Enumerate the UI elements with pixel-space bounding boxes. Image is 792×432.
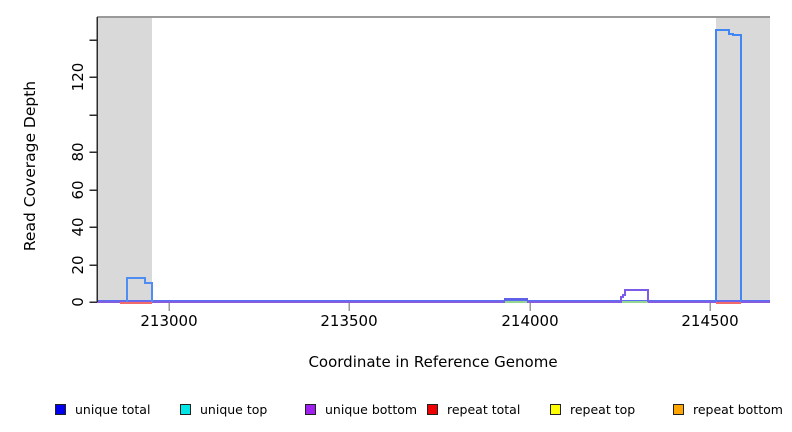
- y-tick-label-20: 20: [69, 255, 87, 275]
- legend-item-unique-total: unique total: [55, 398, 150, 420]
- legend-item-repeat-bottom: repeat bottom: [673, 398, 783, 420]
- y-tick-label-0: 0: [69, 297, 87, 307]
- legend-label: unique bottom: [325, 401, 418, 417]
- unique-total-big-peak: [715, 29, 742, 302]
- legend-label: repeat top: [570, 401, 636, 417]
- masked-region-right: [716, 18, 770, 302]
- legend-item-repeat-total: repeat total: [427, 398, 520, 420]
- unique-bottom-peak: [620, 289, 649, 302]
- legend-item-unique-top: unique top: [180, 398, 267, 420]
- y-tick-label-40: 40: [69, 217, 87, 237]
- legend-item-repeat-top: repeat top: [550, 398, 635, 420]
- y-tick-label-60: 60: [69, 180, 87, 200]
- legend-item-unique-bottom: unique bottom: [305, 398, 417, 420]
- legend: unique total unique top unique bottom re…: [0, 398, 792, 420]
- legend-label: repeat total: [447, 401, 521, 417]
- unique-top-swatch-icon: [180, 403, 191, 415]
- unique-bottom-swatch-icon: [305, 403, 316, 415]
- legend-label: unique total: [75, 401, 151, 417]
- y-axis-title: Read Coverage Depth: [21, 80, 39, 252]
- repeat-top-swatch-icon: [550, 403, 561, 415]
- legend-label: unique top: [200, 401, 268, 417]
- x-tick-label-214500: 214500: [681, 312, 739, 330]
- unique-total-left-peak: [126, 277, 153, 302]
- masked-region-left: [97, 18, 152, 302]
- x-tick-label-213500: 213500: [320, 312, 378, 330]
- repeat-bottom-swatch-icon: [673, 403, 684, 415]
- legend-label: repeat bottom: [693, 401, 783, 417]
- unique-total-small-bump: [504, 298, 528, 301]
- repeat-total-swatch-icon: [427, 403, 438, 415]
- y-tick-label-80: 80: [69, 142, 87, 162]
- y-tick-label-120: 120: [69, 62, 87, 92]
- x-tick-label-214000: 214000: [501, 312, 559, 330]
- x-axis-title: Coordinate in Reference Genome: [308, 353, 558, 371]
- x-tick-label-213000: 213000: [140, 312, 198, 330]
- unique-total-swatch-icon: [55, 403, 66, 415]
